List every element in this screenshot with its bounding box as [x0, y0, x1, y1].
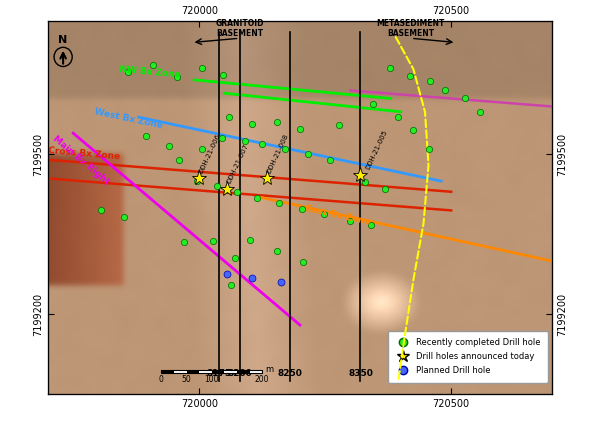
- Text: DDH-21-006: DDH-21-006: [197, 133, 221, 174]
- Bar: [212, 370, 224, 373]
- Bar: [174, 370, 187, 373]
- Bar: [224, 370, 237, 373]
- Text: DDH-21-008: DDH-21-008: [266, 133, 289, 174]
- Bar: [237, 370, 250, 373]
- Text: 100: 100: [205, 374, 219, 384]
- Text: N: N: [58, 35, 68, 45]
- Text: Cross Bx Zone: Cross Bx Zone: [48, 145, 121, 161]
- Text: West Bx Zone: West Bx Zone: [94, 107, 163, 131]
- Text: DDH-21-007: DDH-21-007: [226, 143, 249, 185]
- Text: East Bx Zone: East Bx Zone: [305, 204, 371, 226]
- Bar: [161, 370, 174, 373]
- Text: 200: 200: [255, 374, 269, 384]
- Text: Main Bx Right: Main Bx Right: [50, 134, 110, 187]
- Text: 8250: 8250: [277, 369, 302, 378]
- Text: 0: 0: [159, 374, 164, 384]
- Bar: [199, 370, 212, 373]
- Text: GRANITOID
BASEMENT: GRANITOID BASEMENT: [215, 19, 264, 38]
- Text: 8200: 8200: [227, 369, 252, 378]
- Bar: [250, 370, 262, 373]
- Text: m: m: [266, 365, 274, 374]
- Text: DDH-21-005: DDH-21-005: [365, 129, 388, 170]
- Legend: Recently completed Drill hole, Drill holes announced today, Planned Drill hole: Recently completed Drill hole, Drill hol…: [388, 331, 548, 383]
- Text: METASEDIMENT
BASEMENT: METASEDIMENT BASEMENT: [377, 19, 445, 38]
- Text: 8175: 8175: [207, 369, 232, 378]
- Text: 8350: 8350: [348, 369, 373, 378]
- Bar: [161, 370, 262, 373]
- Text: NW Bx Zone: NW Bx Zone: [119, 65, 181, 80]
- Text: 50: 50: [182, 374, 191, 384]
- Bar: [187, 370, 199, 373]
